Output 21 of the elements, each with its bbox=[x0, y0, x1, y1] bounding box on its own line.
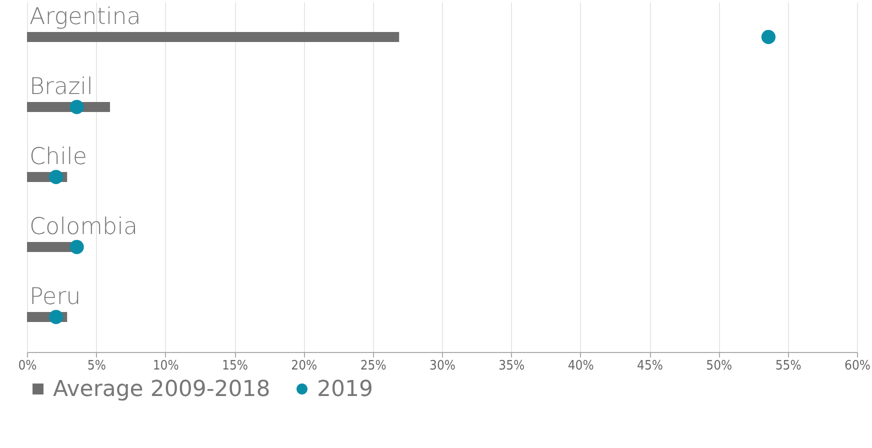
x-tick-label: 60% bbox=[844, 358, 870, 374]
bar bbox=[27, 32, 400, 42]
x-tick-label: 55% bbox=[775, 358, 802, 374]
x-tick-label: 40% bbox=[568, 358, 594, 374]
legend-label: 2019 bbox=[317, 377, 373, 402]
x-tick-label: 10% bbox=[152, 358, 179, 374]
y-tick-label: Peru bbox=[30, 284, 81, 310]
x-tick-label: 35% bbox=[498, 358, 525, 374]
legend-label: Average 2009-2018 bbox=[53, 377, 270, 402]
x-tick-label: 15% bbox=[222, 358, 248, 374]
x-tick-label: 5% bbox=[87, 358, 106, 374]
y-tick-label: Brazil bbox=[30, 74, 93, 100]
y-tick-label: Argentina bbox=[30, 4, 141, 30]
x-tick-label: 45% bbox=[637, 358, 663, 374]
x-tick-label: 50% bbox=[706, 358, 732, 374]
x-tick-label: 25% bbox=[360, 358, 386, 374]
y-tick-label: Colombia bbox=[30, 214, 138, 240]
y-tick-label: Chile bbox=[30, 144, 88, 170]
x-tick-label: 0% bbox=[18, 358, 37, 374]
x-tick-label: 20% bbox=[291, 358, 318, 374]
x-tick-label: 30% bbox=[430, 358, 456, 374]
